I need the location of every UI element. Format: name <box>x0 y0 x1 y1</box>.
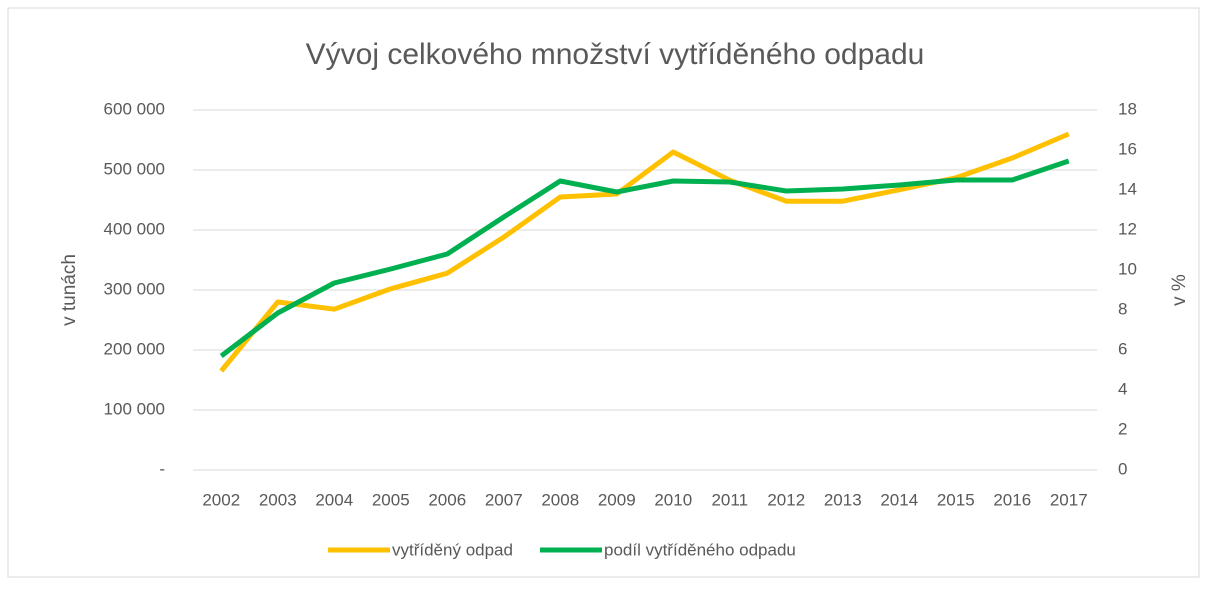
y2-tick-label: 0 <box>1118 459 1127 478</box>
y-tick-label: - <box>159 459 165 478</box>
y-tick-label: 400 000 <box>104 219 165 238</box>
x-tick-label: 2009 <box>598 490 636 509</box>
y2-tick-label: 16 <box>1118 139 1137 158</box>
x-tick-label: 2008 <box>541 490 579 509</box>
y2-tick-label: 6 <box>1118 339 1127 358</box>
x-tick-label: 2014 <box>880 490 918 509</box>
y-tick-label: 600 000 <box>104 99 165 118</box>
y2-tick-label: 8 <box>1118 299 1127 318</box>
legend-label: vytříděný odpad <box>392 540 513 559</box>
y-tick-label: 100 000 <box>104 399 165 418</box>
legend-label: podíl vytříděného odpadu <box>604 540 796 559</box>
x-tick-label: 2015 <box>937 490 975 509</box>
y2-tick-label: 12 <box>1118 219 1137 238</box>
chart-border <box>7 7 1200 578</box>
x-tick-label: 2010 <box>654 490 692 509</box>
y-tick-label: 500 000 <box>104 159 165 178</box>
x-tick-label: 2016 <box>993 490 1031 509</box>
y-tick-label: 200 000 <box>104 339 165 358</box>
x-tick-label: 2002 <box>202 490 240 509</box>
chart-title: Vývoj celkového množství vytříděného odp… <box>306 38 925 71</box>
x-tick-label: 2003 <box>259 490 297 509</box>
y2-axis-label: v % <box>1169 274 1190 306</box>
x-tick-label: 2013 <box>824 490 862 509</box>
x-tick-label: 2004 <box>315 490 353 509</box>
y-axis-label: v tunách <box>59 254 80 326</box>
y2-tick-label: 14 <box>1118 179 1137 198</box>
y2-tick-label: 2 <box>1118 419 1127 438</box>
y2-tick-label: 18 <box>1118 99 1137 118</box>
x-tick-label: 2007 <box>485 490 523 509</box>
x-tick-label: 2012 <box>767 490 805 509</box>
x-tick-label: 2005 <box>372 490 410 509</box>
y2-tick-label: 10 <box>1118 259 1137 278</box>
x-tick-label: 2011 <box>711 490 748 509</box>
y2-tick-label: 4 <box>1118 379 1127 398</box>
x-tick-label: 2006 <box>428 490 466 509</box>
line-series <box>219 158 1070 358</box>
x-tick-label: 2017 <box>1050 490 1088 509</box>
y-tick-label: 300 000 <box>104 279 165 298</box>
